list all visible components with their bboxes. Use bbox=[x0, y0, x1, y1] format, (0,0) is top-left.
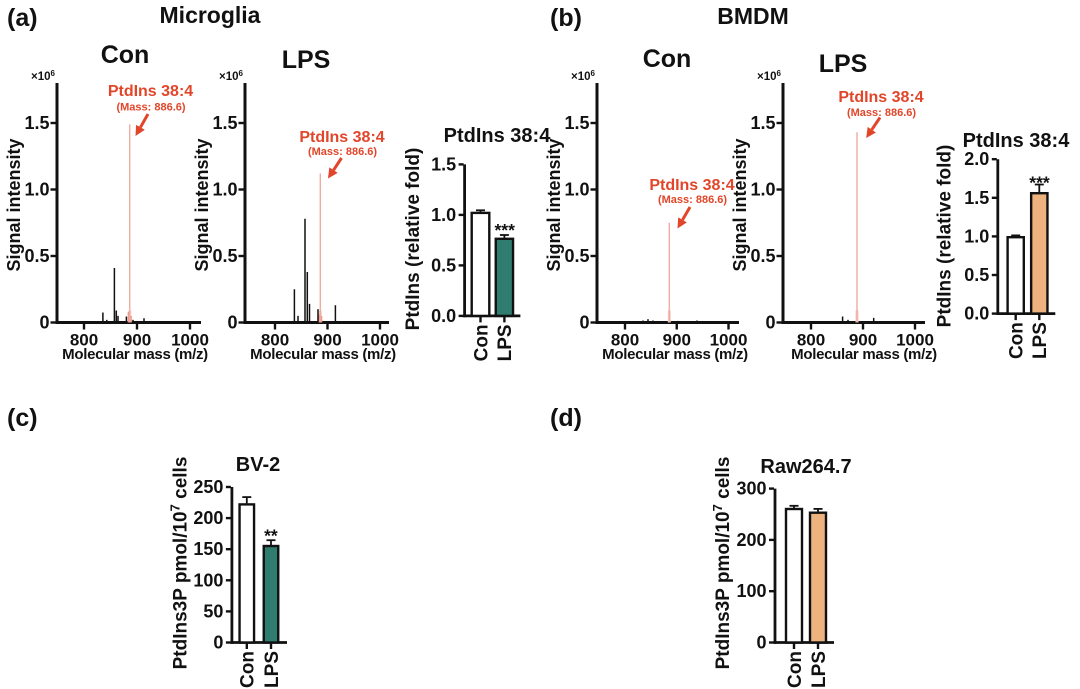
svg-text:(c): (c) bbox=[7, 404, 38, 432]
svg-text:Molecular mass (m/z): Molecular mass (m/z) bbox=[791, 346, 937, 363]
svg-text:800: 800 bbox=[70, 331, 98, 350]
svg-text:(d): (d) bbox=[550, 404, 582, 432]
svg-text:800: 800 bbox=[797, 331, 825, 350]
svg-text:Con: Con bbox=[643, 45, 692, 73]
svg-text:1000: 1000 bbox=[361, 331, 399, 350]
svg-text:1.0: 1.0 bbox=[964, 226, 989, 246]
svg-text:**: ** bbox=[264, 526, 278, 546]
svg-text:1.5: 1.5 bbox=[24, 113, 49, 133]
svg-text:×106: ×106 bbox=[571, 69, 596, 83]
svg-text:Signal intensity: Signal intensity bbox=[4, 138, 24, 271]
svg-text:(b): (b) bbox=[550, 4, 582, 32]
svg-text:PtdIns 38:4: PtdIns 38:4 bbox=[649, 177, 734, 194]
svg-text:250: 250 bbox=[193, 477, 223, 497]
svg-text:0.0: 0.0 bbox=[431, 306, 456, 326]
svg-text:800: 800 bbox=[611, 331, 639, 350]
svg-text:BV-2: BV-2 bbox=[236, 454, 280, 476]
svg-text:0: 0 bbox=[756, 633, 766, 653]
svg-text:Con: Con bbox=[471, 324, 492, 361]
svg-text:1.5: 1.5 bbox=[964, 188, 989, 208]
svg-text:0.5: 0.5 bbox=[431, 255, 456, 275]
svg-text:200: 200 bbox=[736, 530, 766, 550]
svg-text:Con: Con bbox=[101, 41, 150, 69]
svg-text:100: 100 bbox=[736, 581, 766, 601]
svg-text:0.5: 0.5 bbox=[24, 246, 49, 266]
svg-text:100: 100 bbox=[193, 570, 223, 590]
svg-text:Signal intensity: Signal intensity bbox=[730, 138, 750, 271]
svg-text:2.0: 2.0 bbox=[964, 149, 989, 169]
svg-text:(a): (a) bbox=[7, 4, 38, 32]
svg-text:0.0: 0.0 bbox=[964, 304, 989, 324]
svg-text:Microglia: Microglia bbox=[160, 2, 261, 28]
svg-text:BMDM: BMDM bbox=[717, 3, 789, 29]
svg-text:(Mass: 886.6): (Mass: 886.6) bbox=[116, 102, 185, 114]
svg-text:150: 150 bbox=[193, 539, 223, 559]
svg-text:Con: Con bbox=[1007, 322, 1028, 359]
svg-text:Con: Con bbox=[238, 651, 259, 688]
svg-text:900: 900 bbox=[123, 331, 151, 350]
svg-text:0: 0 bbox=[227, 313, 237, 333]
svg-text:(Mass: 886.6): (Mass: 886.6) bbox=[308, 146, 377, 158]
svg-text:Signal intensity: Signal intensity bbox=[544, 138, 564, 271]
svg-text:0: 0 bbox=[39, 313, 49, 333]
svg-text:300: 300 bbox=[736, 479, 766, 499]
svg-text:Molecular mass (m/z): Molecular mass (m/z) bbox=[62, 346, 208, 363]
svg-text:×106: ×106 bbox=[219, 69, 244, 83]
svg-text:LPS: LPS bbox=[262, 651, 283, 688]
svg-text:0.5: 0.5 bbox=[964, 265, 989, 285]
svg-text:1.0: 1.0 bbox=[212, 180, 237, 200]
svg-text:1000: 1000 bbox=[896, 331, 934, 350]
svg-text:0.5: 0.5 bbox=[564, 246, 589, 266]
svg-text:(Mass: 886.6): (Mass: 886.6) bbox=[658, 194, 727, 206]
svg-text:1.5: 1.5 bbox=[750, 113, 775, 133]
svg-text:900: 900 bbox=[313, 331, 341, 350]
svg-text:PtdIns3P pmol/107 cells: PtdIns3P pmol/107 cells bbox=[710, 457, 734, 670]
svg-text:LPS: LPS bbox=[819, 50, 868, 78]
svg-text:1.5: 1.5 bbox=[212, 113, 237, 133]
svg-text:***: *** bbox=[494, 220, 515, 240]
svg-text:LPS: LPS bbox=[1030, 322, 1051, 359]
svg-text:0: 0 bbox=[765, 313, 775, 333]
svg-text:900: 900 bbox=[663, 331, 691, 350]
svg-text:PtdIns (relative fold): PtdIns (relative fold) bbox=[403, 148, 424, 331]
svg-text:PtdIns 38:4: PtdIns 38:4 bbox=[963, 130, 1071, 152]
svg-text:200: 200 bbox=[193, 508, 223, 528]
svg-text:LPS: LPS bbox=[495, 324, 516, 361]
svg-text:1.5: 1.5 bbox=[431, 154, 456, 174]
svg-text:(Mass: 886.6): (Mass: 886.6) bbox=[847, 107, 916, 119]
svg-text:PtdIns3P pmol/107 cells: PtdIns3P pmol/107 cells bbox=[168, 457, 192, 670]
svg-text:1000: 1000 bbox=[710, 331, 748, 350]
svg-text:1000: 1000 bbox=[171, 331, 209, 350]
svg-text:0.5: 0.5 bbox=[750, 246, 775, 266]
svg-text:PtdIns (relative fold): PtdIns (relative fold) bbox=[935, 145, 956, 328]
svg-text:Raw264.7: Raw264.7 bbox=[760, 456, 851, 478]
svg-text:LPS: LPS bbox=[809, 651, 830, 688]
svg-text:Molecular mass (m/z): Molecular mass (m/z) bbox=[250, 346, 396, 363]
svg-text:1.5: 1.5 bbox=[564, 113, 589, 133]
svg-text:PtdIns 38:4: PtdIns 38:4 bbox=[444, 125, 552, 147]
svg-text:0: 0 bbox=[213, 633, 223, 653]
svg-text:Signal intensity: Signal intensity bbox=[192, 138, 212, 271]
svg-text:800: 800 bbox=[261, 331, 289, 350]
svg-text:***: *** bbox=[1029, 173, 1050, 193]
svg-text:Con: Con bbox=[785, 651, 806, 688]
svg-text:900: 900 bbox=[849, 331, 877, 350]
svg-text:0: 0 bbox=[579, 313, 589, 333]
svg-text:1.0: 1.0 bbox=[24, 180, 49, 200]
svg-text:0.5: 0.5 bbox=[212, 246, 237, 266]
svg-text:PtdIns 38:4: PtdIns 38:4 bbox=[838, 89, 923, 106]
svg-text:1.0: 1.0 bbox=[750, 180, 775, 200]
svg-text:×106: ×106 bbox=[757, 69, 782, 83]
svg-text:PtdIns 38:4: PtdIns 38:4 bbox=[299, 129, 384, 146]
svg-text:1.0: 1.0 bbox=[431, 205, 456, 225]
svg-text:Molecular mass (m/z): Molecular mass (m/z) bbox=[602, 346, 748, 363]
svg-text:LPS: LPS bbox=[282, 46, 331, 74]
svg-text:1.0: 1.0 bbox=[564, 180, 589, 200]
svg-text:50: 50 bbox=[203, 601, 223, 621]
svg-text:PtdIns 38:4: PtdIns 38:4 bbox=[108, 83, 193, 100]
svg-text:×106: ×106 bbox=[31, 69, 56, 83]
